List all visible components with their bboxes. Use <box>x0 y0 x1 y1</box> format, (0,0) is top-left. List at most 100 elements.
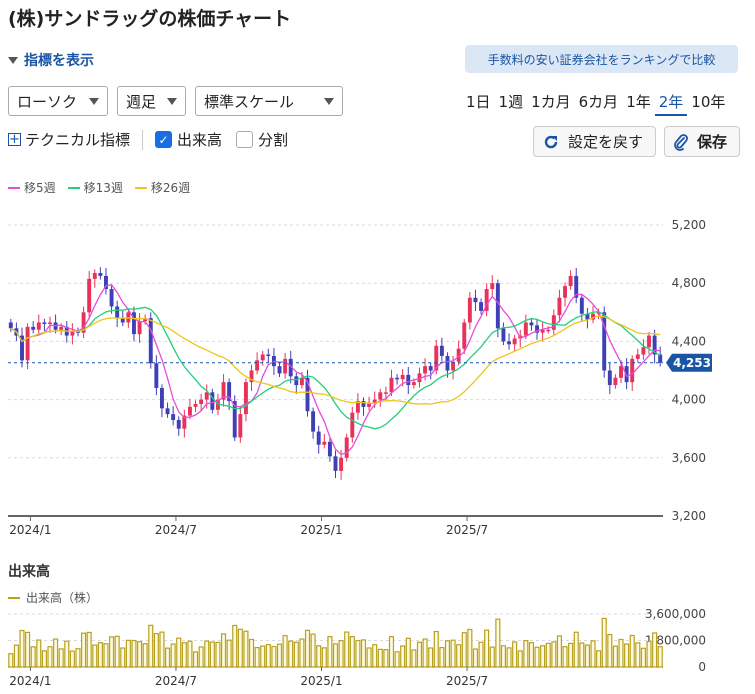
candle-body <box>574 275 579 298</box>
plus-icon: + <box>8 132 21 147</box>
page-title: (株)サンドラッグの株価チャート <box>8 8 292 30</box>
volume-bar <box>265 644 271 668</box>
candle-body <box>585 313 590 320</box>
volume-bar <box>293 641 299 668</box>
chart-type-value: ローソク <box>17 92 78 111</box>
candle-body <box>507 341 512 345</box>
broker-ranking-link[interactable]: 手数料の安い証券会社をランキングで比較 <box>465 45 738 73</box>
candle-body <box>619 366 623 378</box>
save-button[interactable]: 保存 <box>664 126 740 157</box>
volume-bar <box>405 637 411 668</box>
candle-body <box>70 331 75 336</box>
volume-chart[interactable]: 3,600,000 1,800,000 0 2024/1 2024/7 2025/1 202… <box>0 600 755 694</box>
volume-bar <box>176 637 182 668</box>
candle-body <box>260 354 265 361</box>
candle-body <box>635 354 640 359</box>
tab-1y[interactable]: 1年 <box>626 93 651 111</box>
legend-swatch <box>134 186 147 189</box>
volume-bar <box>383 649 389 668</box>
candle-body <box>389 377 394 393</box>
price-chart[interactable]: 5,200 4,800 4,400 4,000 3,600 3,200 2024/1 2024… <box>0 200 755 545</box>
split-checkbox[interactable]: 分割 <box>236 129 288 150</box>
tab-6m[interactable]: 6カ月 <box>578 93 619 111</box>
reset-settings-label: 設定を戻す <box>568 133 644 151</box>
candle-body <box>490 283 495 290</box>
candle-body <box>92 273 97 279</box>
candle-body <box>204 392 209 400</box>
candle-body <box>154 363 159 388</box>
volume-bar <box>288 640 294 668</box>
volume-bar <box>640 647 646 668</box>
scale-select[interactable]: 標準スケール <box>195 86 343 116</box>
candle-body <box>199 399 204 404</box>
candle-body <box>42 322 47 324</box>
volume-bar <box>545 642 551 668</box>
volume-bar <box>461 632 467 668</box>
volume-bar <box>360 639 367 668</box>
candle-body <box>182 415 187 429</box>
volume-checkbox[interactable]: ✓ 出来高 <box>155 129 222 150</box>
volume-bar <box>159 631 165 668</box>
tab-1d[interactable]: 1日 <box>466 93 491 111</box>
volume-bar <box>86 631 92 668</box>
show-indicators-toggle[interactable]: 指標を表示 <box>8 50 94 70</box>
volume-bar <box>148 624 154 668</box>
candle-body <box>266 354 271 356</box>
candle-body <box>529 322 534 326</box>
x-tick-label: 2024/1 <box>9 523 51 537</box>
candle-body <box>367 402 372 407</box>
technical-indicator-button[interactable]: + テクニカル指標 <box>8 129 130 150</box>
candle-body <box>148 318 153 364</box>
reset-settings-button[interactable]: 設定を戻す <box>533 126 656 157</box>
candle-body <box>115 306 120 319</box>
chart-type-select[interactable]: ローソク <box>8 86 108 116</box>
candle-body <box>607 370 612 386</box>
volume-bar <box>584 644 590 668</box>
interval-select[interactable]: 週足 <box>117 86 186 116</box>
candle-body <box>439 345 444 356</box>
technical-indicator-label: テクニカル指標 <box>25 131 131 149</box>
refresh-icon <box>544 135 558 148</box>
volume-bar <box>472 648 479 668</box>
volume-bar <box>75 648 81 668</box>
candle-body <box>512 338 517 345</box>
chevron-down-icon <box>167 97 177 105</box>
volume-y-tick-label: 0 <box>698 660 706 674</box>
ma5-line <box>10 283 661 456</box>
tab-2y[interactable]: 2年 <box>654 91 688 116</box>
tab-1m[interactable]: 1カ月 <box>531 93 571 111</box>
volume-legend-label: 出来高（株） <box>26 591 99 605</box>
candle-body <box>624 366 629 383</box>
candle-body <box>333 456 338 471</box>
candle-body <box>81 312 86 333</box>
volume-bar <box>299 638 305 668</box>
volume-bar <box>635 642 641 668</box>
current-price-label: 4,253 <box>673 356 711 370</box>
volume-bar <box>142 643 148 668</box>
volume-bar <box>271 645 277 668</box>
candle-body <box>355 401 360 413</box>
candle-body <box>76 331 80 333</box>
volume-bar <box>433 630 439 668</box>
tab-1w[interactable]: 1週 <box>498 93 524 111</box>
period-tabs: 1日 1週 1カ月 6カ月 1年 2年 10年 <box>462 91 729 116</box>
volume-bar <box>590 640 596 668</box>
volume-bar <box>495 618 501 668</box>
candle-body <box>411 382 416 386</box>
candle-body <box>563 286 567 298</box>
candle-body <box>232 401 237 438</box>
volume-bar <box>260 645 266 668</box>
candle-body <box>383 392 388 394</box>
volume-bar <box>97 642 103 668</box>
candle-body <box>613 377 618 386</box>
volume-bar <box>467 628 473 668</box>
volume-bar <box>276 643 283 668</box>
candle-body <box>652 335 657 355</box>
volume-bar <box>355 639 361 668</box>
tab-10y[interactable]: 10年 <box>691 93 726 111</box>
candle-body <box>294 376 299 386</box>
volume-bar <box>41 650 47 668</box>
volume-bar <box>596 650 602 668</box>
divider <box>142 129 144 150</box>
candle-body <box>322 441 327 445</box>
